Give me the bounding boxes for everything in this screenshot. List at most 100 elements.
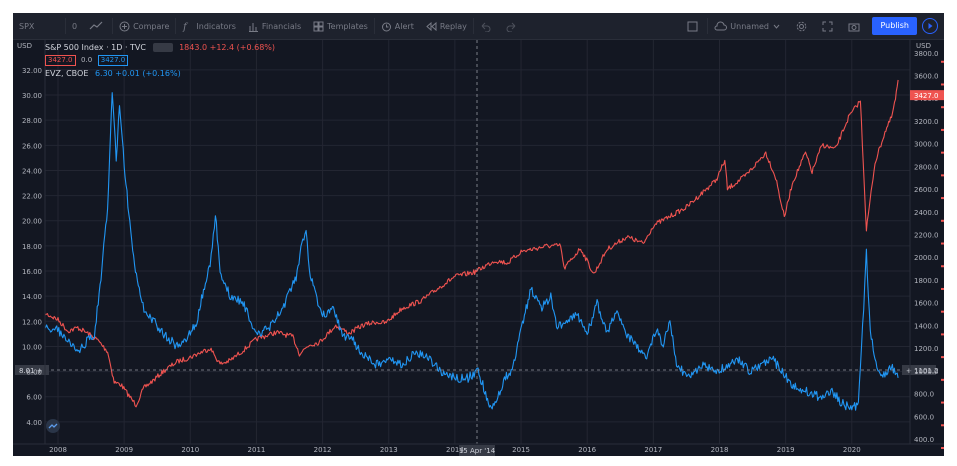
left-tick-label: 16.00 bbox=[22, 268, 42, 276]
function-icon: f bbox=[182, 22, 189, 32]
right-tick-label: 1600.0 bbox=[914, 300, 939, 308]
right-tick-label: 800.0 bbox=[914, 391, 934, 399]
left-tick-label: 10.00 bbox=[22, 343, 42, 351]
alarm-clock-icon bbox=[381, 22, 391, 31]
interval-selector[interactable]: 0 bbox=[66, 13, 83, 39]
right-tick-label: 600.0 bbox=[914, 413, 934, 421]
replay-label: Replay bbox=[439, 21, 467, 31]
right-axis-marker bbox=[941, 447, 944, 449]
right-axis-marker bbox=[941, 197, 944, 200]
second-series-title: EVZ, CBOE bbox=[45, 69, 89, 78]
divider bbox=[65, 18, 66, 34]
fullscreen-icon bbox=[822, 21, 833, 31]
time-tick-label: 2010 bbox=[181, 446, 199, 454]
chart-pane[interactable]: 15 Apr '14 8.01 + + 1101.2 4.00 6.00 8.00 10.… bbox=[13, 40, 944, 456]
layout-button[interactable] bbox=[681, 13, 707, 39]
bid-ask-row: 3427.0 0.0 3427.0 bbox=[45, 55, 129, 66]
time-tick-label: 2019 bbox=[777, 446, 795, 454]
time-tick-label: 2013 bbox=[380, 446, 398, 454]
ask-box[interactable]: 3427.0 bbox=[97, 55, 129, 66]
right-tick-label: 2000.0 bbox=[914, 254, 939, 262]
cloud-icon bbox=[714, 21, 728, 31]
crosshair: 15 Apr '14 8.01 + + 1101.2 bbox=[15, 40, 939, 456]
templates-button[interactable]: Templates bbox=[307, 13, 374, 39]
bid-box[interactable]: 3427.0 bbox=[45, 55, 76, 66]
right-tick-label: 2200.0 bbox=[914, 232, 939, 240]
left-tick-label: 12.00 bbox=[22, 318, 42, 326]
publish-button[interactable]: Publish bbox=[872, 17, 917, 35]
left-tick-label: 14.00 bbox=[22, 293, 42, 301]
time-tick-label: 2015 bbox=[512, 446, 530, 454]
series-layer bbox=[45, 79, 899, 411]
left-tick-label: 32.00 bbox=[22, 67, 42, 75]
compare-button[interactable]: Compare bbox=[113, 13, 175, 39]
right-tick-label: 2600.0 bbox=[914, 186, 939, 194]
right-axis-marker bbox=[941, 219, 944, 222]
right-axis-marker bbox=[941, 424, 944, 427]
left-tick-label: 22.00 bbox=[22, 193, 42, 201]
play-button[interactable] bbox=[922, 18, 938, 34]
right-tick-label: 1400.0 bbox=[914, 322, 939, 330]
right-axis-marker bbox=[941, 356, 944, 359]
left-tick-label: 30.00 bbox=[22, 92, 42, 100]
right-axis-marker bbox=[941, 265, 944, 268]
symbol-search[interactable]: SPX bbox=[13, 13, 65, 39]
tradingview-logo[interactable] bbox=[46, 419, 60, 433]
legend-controls[interactable] bbox=[152, 43, 173, 52]
left-tick-label: 26.00 bbox=[22, 142, 42, 150]
time-tick-label: 2009 bbox=[115, 446, 133, 454]
settings-button[interactable] bbox=[790, 13, 816, 39]
redo-icon bbox=[506, 22, 516, 32]
time-axis[interactable]: 2008 2009 2010 2011 2012 2013 2014 2015 2016 2017… bbox=[13, 443, 944, 454]
chevron-down-icon bbox=[773, 24, 780, 29]
right-price-axis[interactable]: 400.0 600.0 800.0 1000.0 1200.0 1400.0 1600.0 1… bbox=[909, 40, 944, 449]
undo-button[interactable] bbox=[474, 13, 500, 39]
right-tick-label: 3800.0 bbox=[914, 50, 939, 58]
right-axis-marker bbox=[941, 287, 944, 290]
left-tick-label: 6.00 bbox=[26, 394, 42, 402]
divider bbox=[373, 18, 375, 34]
time-tick-label: 2011 bbox=[248, 446, 266, 454]
save-layout-button[interactable]: Unnamed bbox=[708, 13, 790, 39]
line-style-icon bbox=[89, 21, 103, 30]
right-tick-label: 3200.0 bbox=[914, 118, 939, 126]
alert-button[interactable]: Alert bbox=[375, 13, 420, 39]
square-icon bbox=[687, 21, 698, 31]
grid-icon bbox=[313, 21, 324, 31]
gear-icon bbox=[796, 21, 807, 31]
layout-name: Unnamed bbox=[730, 21, 769, 31]
main-series-legend: S&P 500 Index · 1D · TVC 1843.0 +12.4 (+… bbox=[45, 43, 275, 52]
second-series-values: 6.30 +0.01 (+0.16%) bbox=[94, 69, 181, 78]
last-price-label: 3427.0 bbox=[914, 92, 939, 100]
redo-button[interactable] bbox=[500, 13, 526, 39]
time-tick-label: 2008 bbox=[49, 446, 67, 454]
crosshair-left-label: 8.01 + bbox=[19, 367, 43, 375]
replay-button[interactable]: Replay bbox=[420, 13, 473, 39]
left-tick-label: 24.00 bbox=[22, 167, 42, 175]
right-tick-label: 1800.0 bbox=[914, 277, 939, 285]
right-axis-marker bbox=[941, 83, 944, 86]
svg-text:f: f bbox=[182, 22, 189, 32]
right-tick-label: 2800.0 bbox=[914, 163, 939, 171]
crosshair-date-box bbox=[459, 445, 495, 456]
right-axis-marker bbox=[941, 310, 944, 313]
right-axis-unit: USD bbox=[916, 42, 931, 50]
indicators-button[interactable]: f Indicators bbox=[176, 13, 242, 39]
chart-style-button[interactable] bbox=[83, 13, 112, 39]
alert-label: Alert bbox=[394, 21, 414, 31]
snapshot-button[interactable] bbox=[842, 13, 869, 39]
price-plot[interactable]: 15 Apr '14 8.01 + + 1101.2 4.00 6.00 8.00 10.… bbox=[13, 40, 944, 456]
divider bbox=[472, 18, 474, 34]
right-axis-marker bbox=[941, 60, 944, 63]
financials-button[interactable]: Financials bbox=[242, 13, 307, 39]
right-axis-marker bbox=[941, 401, 944, 404]
fullscreen-button[interactable] bbox=[816, 13, 842, 39]
left-tick-label: 18.00 bbox=[22, 243, 42, 251]
plus-circle-icon bbox=[119, 21, 130, 31]
right-axis-marker bbox=[941, 151, 944, 154]
financials-label: Financials bbox=[261, 21, 302, 31]
logo-icon bbox=[48, 423, 58, 429]
left-price-axis[interactable]: 4.00 6.00 8.00 10.00 12.00 14.00 16.00 18.00 20.… bbox=[17, 40, 46, 444]
undo-icon bbox=[481, 22, 491, 32]
right-axis-marker bbox=[941, 333, 944, 336]
